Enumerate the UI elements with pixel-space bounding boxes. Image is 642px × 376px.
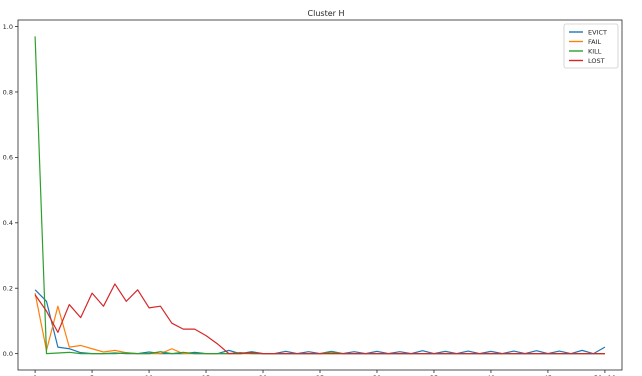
- series-line-evict: [34, 289, 606, 355]
- series-line-kill: [34, 36, 605, 355]
- legend-label-fail: FAIL: [588, 38, 602, 46]
- x-tick-label: 50+10: [594, 374, 616, 376]
- x-tick-label: 15: [202, 374, 210, 376]
- x-tick-label: 25: [316, 374, 324, 376]
- plot-area: 0.0 0.2 0.4 0.6 0.8 1.0 0 5 10 15 20 25 30 35 40 45 50+1…: [3, 19, 623, 376]
- y-tick-label: 0.2: [3, 285, 13, 293]
- legend-label-kill: KILL: [588, 47, 602, 55]
- x-tick-label: 35: [430, 374, 438, 376]
- y-tick-label: 0.4: [3, 219, 13, 227]
- legend-box: [563, 23, 619, 69]
- x-tick-label: 5: [90, 374, 94, 376]
- y-tick-label: 0.6: [3, 154, 13, 162]
- legend-label-evict: EVICT: [588, 28, 607, 36]
- x-tick-label: 10: [145, 374, 153, 376]
- y-tick-label: 0.0: [3, 350, 13, 358]
- legend-label-lost: LOST: [588, 57, 605, 65]
- chart-title: Cluster H: [308, 9, 345, 18]
- series-line-fail: [34, 293, 605, 355]
- y-tick-label: 0.8: [3, 88, 13, 96]
- x-tick-label: 20: [259, 374, 267, 376]
- series-layer: [34, 36, 606, 355]
- y-tick-label: 1.0: [3, 23, 13, 31]
- x-tick-label: 30: [373, 374, 381, 376]
- plot-frame: [17, 19, 623, 371]
- series-line-lost: [34, 283, 605, 355]
- x-tick-label: 0: [33, 374, 37, 376]
- x-tick-label: 40: [487, 374, 495, 376]
- x-tick-label: 45: [544, 374, 552, 376]
